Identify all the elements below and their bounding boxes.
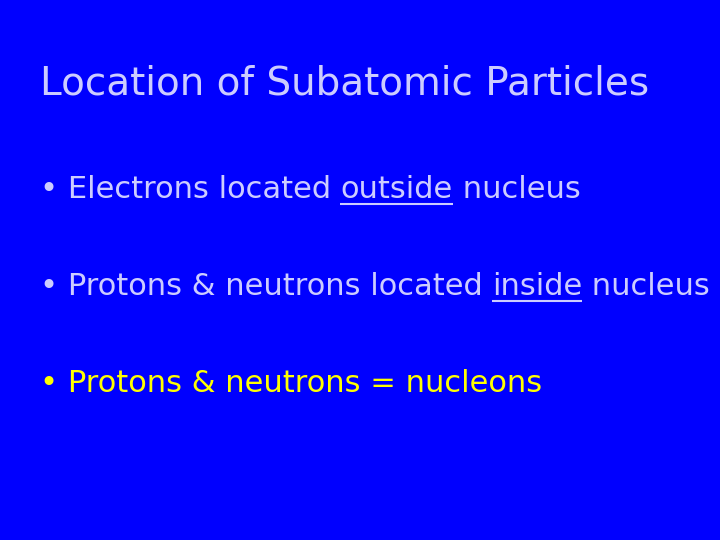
Text: nucleus: nucleus — [453, 174, 580, 204]
Text: • Electrons located: • Electrons located — [40, 174, 341, 204]
Text: Location of Subatomic Particles: Location of Subatomic Particles — [40, 65, 649, 103]
Text: • Protons & neutrons = nucleons: • Protons & neutrons = nucleons — [40, 369, 541, 398]
Text: nucleus: nucleus — [582, 272, 710, 301]
Text: outside: outside — [341, 174, 453, 204]
Text: • Protons & neutrons located: • Protons & neutrons located — [40, 272, 492, 301]
Text: inside: inside — [492, 272, 582, 301]
